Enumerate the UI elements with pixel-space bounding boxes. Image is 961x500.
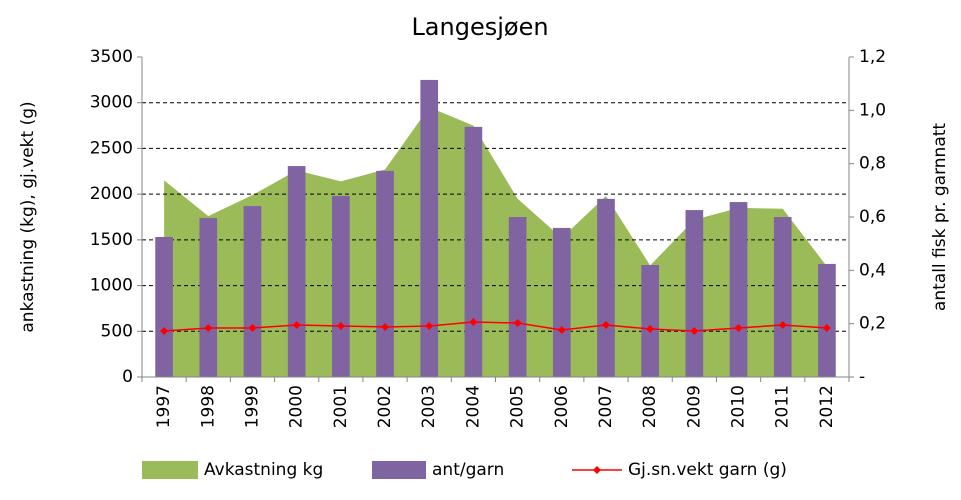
x-tick-label: 1997 bbox=[154, 385, 174, 428]
x-tick-label: 1999 bbox=[242, 385, 262, 428]
x-tick-label: 1998 bbox=[198, 385, 218, 428]
y2-tick-label: 0,6 bbox=[859, 207, 886, 227]
line-marker bbox=[778, 320, 787, 329]
y2-tick-label: 0,4 bbox=[859, 260, 886, 280]
y-tick-label: 0 bbox=[122, 367, 133, 387]
y-tick-label: 2500 bbox=[90, 138, 133, 158]
bar bbox=[773, 217, 792, 377]
y-tick-label: 500 bbox=[101, 321, 133, 341]
line-marker bbox=[425, 321, 434, 330]
y-tick-label: 3000 bbox=[90, 93, 133, 113]
legend-label: Avkastning kg bbox=[204, 460, 323, 480]
x-tick-label: 2007 bbox=[596, 385, 616, 428]
bar bbox=[818, 263, 836, 377]
line bbox=[164, 321, 827, 332]
legend-label: Gj.sn.vekt garn (g) bbox=[628, 460, 787, 480]
chart-title: Langesjøen bbox=[411, 13, 548, 41]
y-tick-label: 2000 bbox=[90, 184, 133, 204]
line-marker bbox=[513, 319, 522, 328]
line-marker bbox=[160, 327, 169, 336]
x-tick-label: 2003 bbox=[419, 385, 439, 428]
y2-tick-label: - bbox=[859, 367, 865, 387]
bar bbox=[155, 237, 173, 377]
x-tick-label: 2010 bbox=[729, 385, 749, 428]
bar bbox=[420, 79, 439, 377]
y2-tick-label: 0,8 bbox=[859, 154, 886, 174]
bar bbox=[243, 206, 262, 377]
line-marker bbox=[292, 320, 301, 329]
x-tick-label: 2004 bbox=[463, 385, 483, 428]
legend-swatch bbox=[372, 461, 426, 479]
bar bbox=[332, 195, 350, 377]
bar bbox=[287, 166, 306, 377]
line-marker bbox=[690, 327, 699, 336]
line-marker bbox=[248, 323, 257, 332]
y-tick-label: 1500 bbox=[90, 230, 133, 250]
line-marker bbox=[822, 323, 831, 332]
x-tick-label: 2006 bbox=[552, 385, 572, 428]
x-tick-label: 2012 bbox=[817, 385, 837, 428]
x-tick-label: 2002 bbox=[375, 385, 395, 428]
bar bbox=[464, 126, 483, 377]
x-tick-label: 2005 bbox=[508, 385, 528, 428]
line-marker bbox=[734, 323, 743, 332]
x-tick-label: 2011 bbox=[773, 385, 793, 428]
bar bbox=[552, 227, 571, 377]
y2-axis-label: antall fisk pr. garnnatt bbox=[930, 123, 950, 311]
bar bbox=[508, 217, 527, 377]
line-marker bbox=[469, 317, 478, 326]
bar bbox=[199, 218, 218, 377]
y-axis-label: ankastning (kg), gj.vekt (g) bbox=[18, 101, 38, 332]
line-marker bbox=[601, 320, 610, 329]
x-tick-label: 2008 bbox=[640, 385, 660, 428]
y-tick-label: 3500 bbox=[90, 47, 133, 67]
line-marker bbox=[204, 323, 213, 332]
bar bbox=[641, 265, 659, 377]
y2-tick-label: 1,0 bbox=[859, 100, 886, 120]
legend-label: ant/garn bbox=[432, 460, 504, 480]
y2-tick-label: 1,2 bbox=[859, 47, 886, 67]
y-tick-label: 1000 bbox=[90, 276, 133, 296]
bar bbox=[376, 170, 394, 377]
x-tick-label: 2001 bbox=[331, 385, 351, 428]
line-marker bbox=[646, 325, 655, 333]
bar bbox=[597, 198, 615, 377]
line-marker bbox=[381, 322, 390, 331]
x-tick-label: 2000 bbox=[287, 385, 307, 428]
line-marker bbox=[557, 326, 566, 335]
y2-tick-label: 0,2 bbox=[859, 314, 886, 334]
area bbox=[164, 107, 827, 378]
bar bbox=[729, 202, 748, 377]
line-marker bbox=[336, 321, 345, 330]
legend-swatch bbox=[142, 461, 198, 479]
legend-marker bbox=[593, 466, 601, 474]
x-tick-label: 2009 bbox=[684, 385, 704, 428]
bar bbox=[685, 210, 704, 377]
